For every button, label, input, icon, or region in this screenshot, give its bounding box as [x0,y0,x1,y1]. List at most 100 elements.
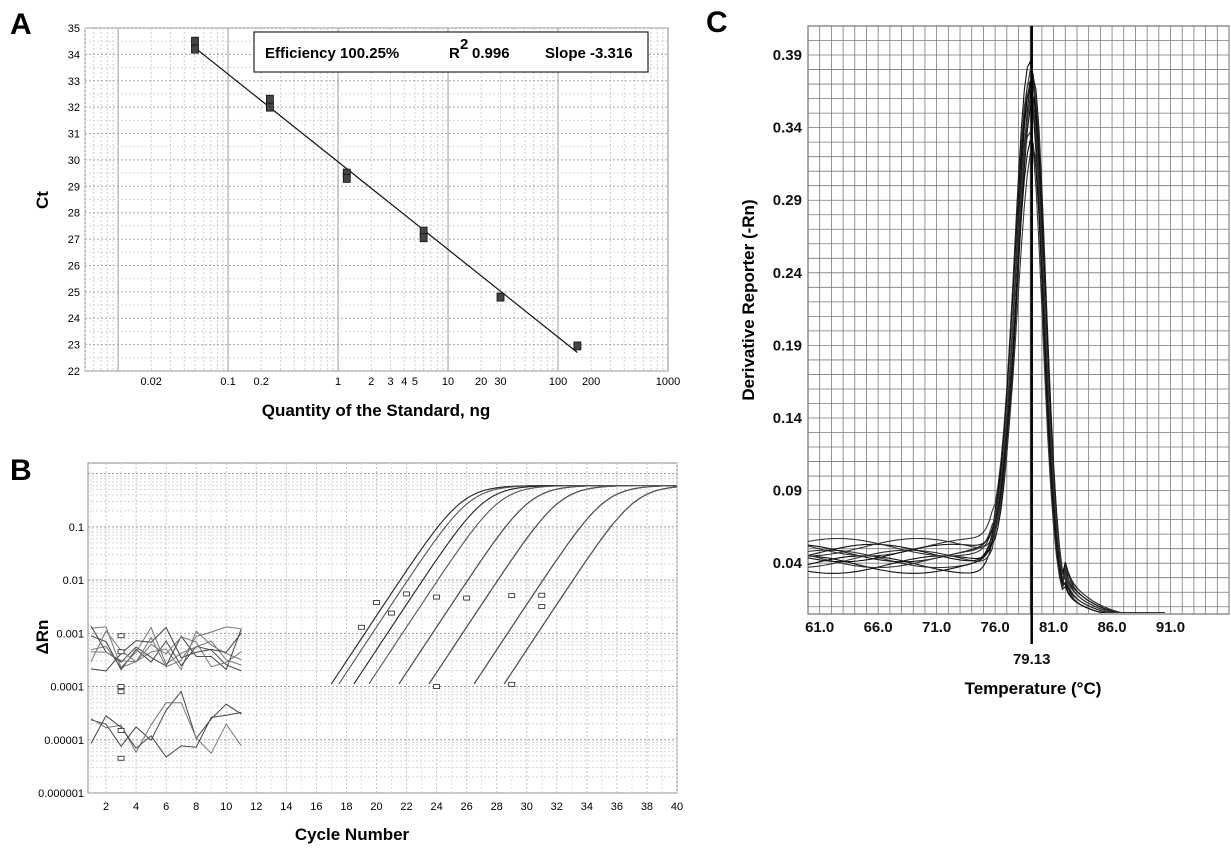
x-tick-label: 86.0 [1097,619,1126,636]
standard-data-point [191,36,199,46]
threshold-marker [373,600,380,605]
threshold-marker [117,755,125,761]
amplification-curve [473,485,677,685]
y-tick-label: 25 [68,287,80,299]
r2-prefix: R [449,45,460,62]
baseline-noise-trace [90,690,242,748]
threshold-marker [433,594,440,600]
chart-a-x-axis-title: Quantity of the Standard, ng [262,401,491,420]
chart-a-ticks: 0.02 0.1 0.2 1 2 3 4 5 10 20 30 100 200 1000222324252… [68,23,680,388]
x-tick-label: 20 [475,376,487,388]
y-tick-label: 0.24 [773,265,803,282]
melt-curve [807,99,1165,614]
r2-value: 0.996 [472,45,510,62]
chart-b-marks [90,484,678,761]
standard-data-point [266,94,274,104]
threshold-marker [117,689,125,695]
threshold-marker [538,592,546,598]
x-tick-label: 20 [370,801,382,813]
x-tick-label: 2 [103,801,109,813]
x-tick-label: 38 [641,801,653,813]
baseline-noise-trace [90,626,242,672]
baseline-noise-trace [90,626,242,668]
chart-c-y-axis-title: Derivative Reporter (-Rn) [739,199,758,400]
x-tick-label: 71.0 [922,619,951,636]
amplification-curve [428,484,677,685]
chart-a-y-axis-title: Ct [33,191,52,209]
standard-curve-chart: 0.02 0.1 0.2 1 2 3 4 5 10 20 30 100 200 1000222324252… [33,23,680,420]
chart-a-plot-area [84,27,669,372]
chart-a-annotation-box: Efficiency 100.25% R 2 0.996 Slope -3.31… [253,31,649,73]
x-tick-label: 24 [430,801,442,813]
x-tick-label: 66.0 [864,619,893,636]
x-tick-label: 32 [551,801,563,813]
x-tick-label: 10 [220,801,232,813]
x-tick-label: 200 [582,376,600,388]
amplification-plot-chart: 2 4 6 8 10 12 14 16 18 20 22 24 26 28 30 32 34 36 38 400.00… [33,462,683,844]
amplification-curve [503,486,678,685]
threshold-marker [508,681,516,687]
threshold-marker [117,684,125,689]
y-tick-label: 24 [68,313,80,325]
y-tick-label: 0.14 [773,410,803,427]
baseline-noise-trace [90,629,242,668]
y-tick-label: 0.0001 [50,682,84,694]
y-tick-label: 0.01 [63,575,84,587]
x-tick-label: 3 [387,376,393,388]
y-tick-label: 0.04 [773,555,803,572]
x-tick-label: 14 [280,801,292,813]
y-tick-label: 0.00001 [44,735,84,747]
x-tick-label: 100 [549,376,567,388]
threshold-marker [508,593,516,599]
melt-peak-temperature-label: 79.13 [1013,651,1051,668]
threshold-marker [117,649,125,655]
x-tick-label: 26 [461,801,473,813]
y-tick-label: 34 [68,49,80,61]
x-tick-label: 1000 [656,376,680,388]
y-tick-label: 0.1 [69,522,84,534]
threshold-marker [538,604,546,609]
y-tick-label: 0.09 [773,483,802,500]
x-tick-label: 2 [368,376,374,388]
slope-label: Slope -3.316 [545,45,633,62]
panel-letter-b: B [10,454,32,487]
chart-a-marks [191,36,582,353]
standard-data-point [573,341,582,351]
x-tick-label: 10 [442,376,454,388]
x-tick-label: 16 [310,801,322,813]
baseline-noise-trace [90,626,242,669]
x-tick-label: 34 [581,801,593,813]
x-tick-label: 4 [133,801,139,813]
x-tick-label: 4 [401,376,407,388]
threshold-marker [403,591,410,597]
x-tick-label: 40 [671,801,683,813]
panel-letter-a: A [10,8,32,41]
panel-letter-c: C [706,6,728,39]
y-tick-label: 31 [68,129,80,141]
y-tick-label: 30 [68,155,80,167]
x-tick-label: 76.0 [981,619,1010,636]
threshold-marker [433,684,440,689]
y-tick-label: 35 [68,23,80,35]
y-tick-label: 23 [68,340,80,352]
y-tick-label: 0.001 [56,628,84,640]
y-tick-label: 22 [68,366,80,378]
y-tick-label: 29 [68,181,80,193]
melt-curve [808,145,1165,614]
y-tick-label: 0.39 [773,47,802,64]
standard-data-point [496,292,505,302]
standard-data-point [266,102,274,112]
chart-a-grid [84,27,668,372]
chart-c-marks [807,26,1165,644]
chart-b-y-axis-title: ΔRn [33,620,52,655]
y-tick-label: 32 [68,102,80,114]
chart-c-x-axis-title: Temperature (°C) [965,679,1102,698]
x-tick-label: 36 [611,801,623,813]
y-tick-label: 33 [68,76,80,88]
y-tick-label: 27 [68,234,80,246]
x-tick-label: 12 [250,801,262,813]
chart-c-grid [808,26,1230,614]
chart-c-ticks: 61.0 66.0 71.0 76.0 81.0 86.0 91.0 0.04 0.09 0.14… [773,47,1185,636]
threshold-marker [388,610,395,616]
